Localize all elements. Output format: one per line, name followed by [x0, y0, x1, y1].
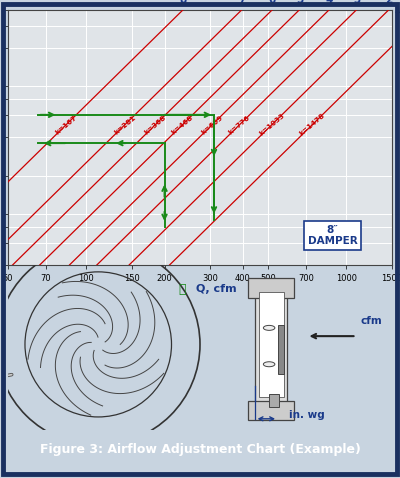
Text: k=468: k=468	[170, 114, 194, 136]
Text: k=167: k=167	[54, 114, 78, 136]
Circle shape	[263, 326, 275, 330]
Text: in. wg: in. wg	[290, 411, 325, 421]
FancyBboxPatch shape	[248, 278, 294, 298]
Text: k=776: k=776	[227, 114, 251, 136]
Text: cfm: cfm	[360, 316, 382, 326]
FancyBboxPatch shape	[278, 325, 284, 374]
Text: 8″
DAMPER: 8″ DAMPER	[308, 225, 357, 247]
Text: k=1478: k=1478	[298, 113, 326, 137]
Circle shape	[263, 362, 275, 367]
FancyBboxPatch shape	[269, 394, 279, 407]
FancyBboxPatch shape	[248, 401, 294, 421]
FancyBboxPatch shape	[258, 292, 284, 397]
Text: Q, cfm: Q, cfm	[196, 284, 237, 294]
FancyBboxPatch shape	[255, 285, 287, 404]
Text: Ⓑ: Ⓑ	[178, 282, 186, 296]
Text: k=1033: k=1033	[258, 113, 286, 137]
Text: k=368: k=368	[143, 114, 167, 136]
Text: k=281: k=281	[113, 114, 136, 136]
Text: Figure 3: Airflow Adjustment Chart (Example): Figure 3: Airflow Adjustment Chart (Exam…	[40, 443, 360, 456]
Text: 1: 1	[394, 5, 400, 14]
Text: k=609: k=609	[200, 114, 224, 136]
